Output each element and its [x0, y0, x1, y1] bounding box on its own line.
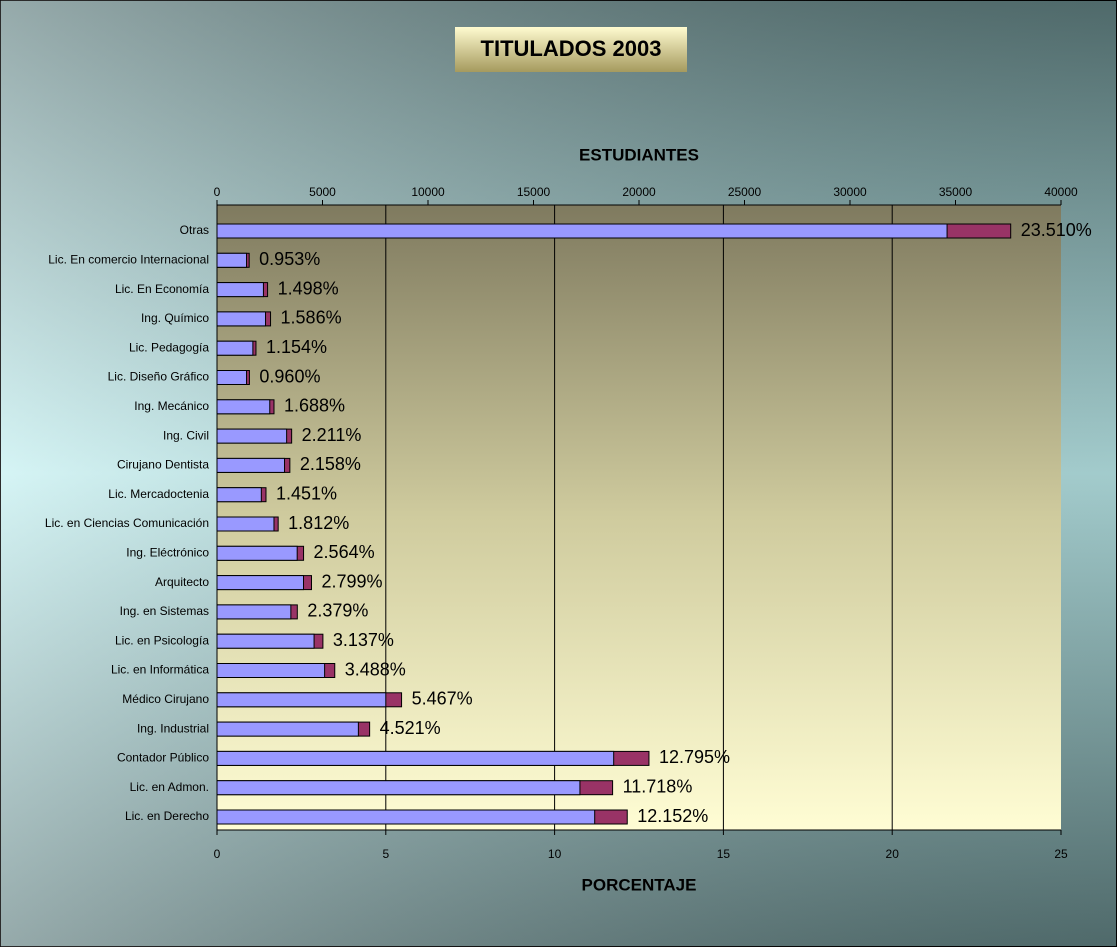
x2-tick-label: 10000	[411, 185, 445, 199]
bar	[216, 399, 271, 415]
title-box	[455, 27, 687, 72]
data-label: 1.586%	[281, 308, 342, 328]
x-tick-label: 0	[214, 847, 221, 861]
bar	[216, 282, 264, 298]
bar	[216, 545, 298, 561]
x2-tick-label: 5000	[309, 185, 336, 199]
x2-tick-label: 40000	[1044, 185, 1078, 199]
bar	[216, 370, 248, 385]
chart-title: TITULADOS 2003	[481, 36, 662, 61]
x-tick-label: 25	[1054, 847, 1068, 861]
bar	[216, 692, 387, 708]
y-tick-label: Lic. en Admon.	[130, 780, 209, 794]
x2-tick-label: 25000	[728, 185, 762, 199]
y-tick-label: Lic. en Informática	[111, 663, 209, 677]
y-tick-label: Ing. Químico	[141, 311, 209, 325]
x-tick-label: 10	[548, 847, 562, 861]
bar	[216, 604, 292, 620]
bar	[216, 721, 359, 737]
bar	[216, 780, 581, 796]
y-tick-label: Lic. En Economía	[115, 282, 209, 296]
x-axis-title: PORCENTAJE	[582, 875, 697, 894]
y-tick-label: Ing. Civil	[163, 428, 209, 442]
x2-tick-label: 35000	[939, 185, 973, 199]
data-label: 1.688%	[284, 396, 345, 416]
data-label: 2.564%	[314, 542, 375, 562]
bar	[216, 311, 267, 327]
y-tick-label: Contador Público	[117, 751, 209, 765]
data-label: 12.152%	[637, 806, 708, 826]
x-tick-label: 5	[382, 847, 389, 861]
data-label: 2.379%	[307, 601, 368, 621]
y-tick-label: Lic. en Psicología	[115, 633, 209, 647]
y-tick-label: Lic. En comercio Internacional	[48, 252, 209, 266]
bar	[216, 428, 288, 444]
data-label: 1.154%	[266, 337, 327, 357]
x2-tick-label: 30000	[833, 185, 867, 199]
x-tick-label: 15	[717, 847, 731, 861]
y-tick-label: Otras	[180, 223, 209, 237]
data-label: 2.799%	[321, 571, 382, 591]
x2-tick-label: 15000	[517, 185, 551, 199]
data-label: 5.467%	[412, 689, 473, 709]
x-tick-label: 20	[886, 847, 900, 861]
data-label: 0.953%	[259, 249, 320, 269]
y-tick-label: Lic. en Ciencias Comunicación	[45, 516, 209, 530]
data-label: 1.498%	[278, 278, 339, 298]
data-label: 1.812%	[288, 513, 349, 533]
y-tick-label: Cirujano Dentista	[117, 458, 209, 472]
data-label: 2.211%	[302, 425, 362, 445]
bar	[216, 457, 286, 473]
x2-tick-label: 0	[214, 185, 221, 199]
y-tick-label: Lic. Mercadoctenia	[108, 487, 209, 501]
y-tick-label: Ing. Mecánico	[134, 399, 209, 413]
data-label: 3.137%	[333, 630, 394, 650]
data-label: 12.795%	[659, 747, 730, 767]
y-tick-label: Arquitecto	[155, 575, 209, 589]
data-label: 2.158%	[300, 454, 361, 474]
bar	[216, 487, 262, 503]
bar	[216, 516, 275, 532]
y-tick-label: Lic. Pedagogía	[129, 340, 209, 354]
bar	[216, 252, 248, 268]
y-tick-label: Médico Cirujano	[122, 692, 209, 706]
y-tick-label: Ing. Industrial	[137, 721, 209, 735]
bar	[216, 223, 948, 239]
y-tick-label: Ing. Eléctrónico	[126, 545, 209, 559]
bar	[216, 575, 305, 591]
data-label: 3.488%	[345, 659, 406, 679]
bar	[216, 340, 254, 356]
bar	[216, 809, 596, 825]
y-tick-label: Ing. en Sistemas	[120, 604, 209, 618]
y-tick-label: Lic. en Derecho	[125, 809, 209, 823]
bar	[216, 633, 315, 649]
y-tick-label: Lic. Diseño Gráfico	[108, 370, 210, 384]
bar	[216, 750, 615, 766]
x2-axis-title: ESTUDIANTES	[579, 145, 699, 164]
data-label: 0.960%	[259, 366, 320, 386]
x2-tick-label: 20000	[622, 185, 656, 199]
bar	[216, 663, 326, 678]
data-label: 4.521%	[380, 718, 441, 738]
data-label: 23.510%	[1021, 220, 1092, 240]
data-label: 11.718%	[623, 776, 693, 796]
data-label: 1.451%	[276, 483, 337, 503]
